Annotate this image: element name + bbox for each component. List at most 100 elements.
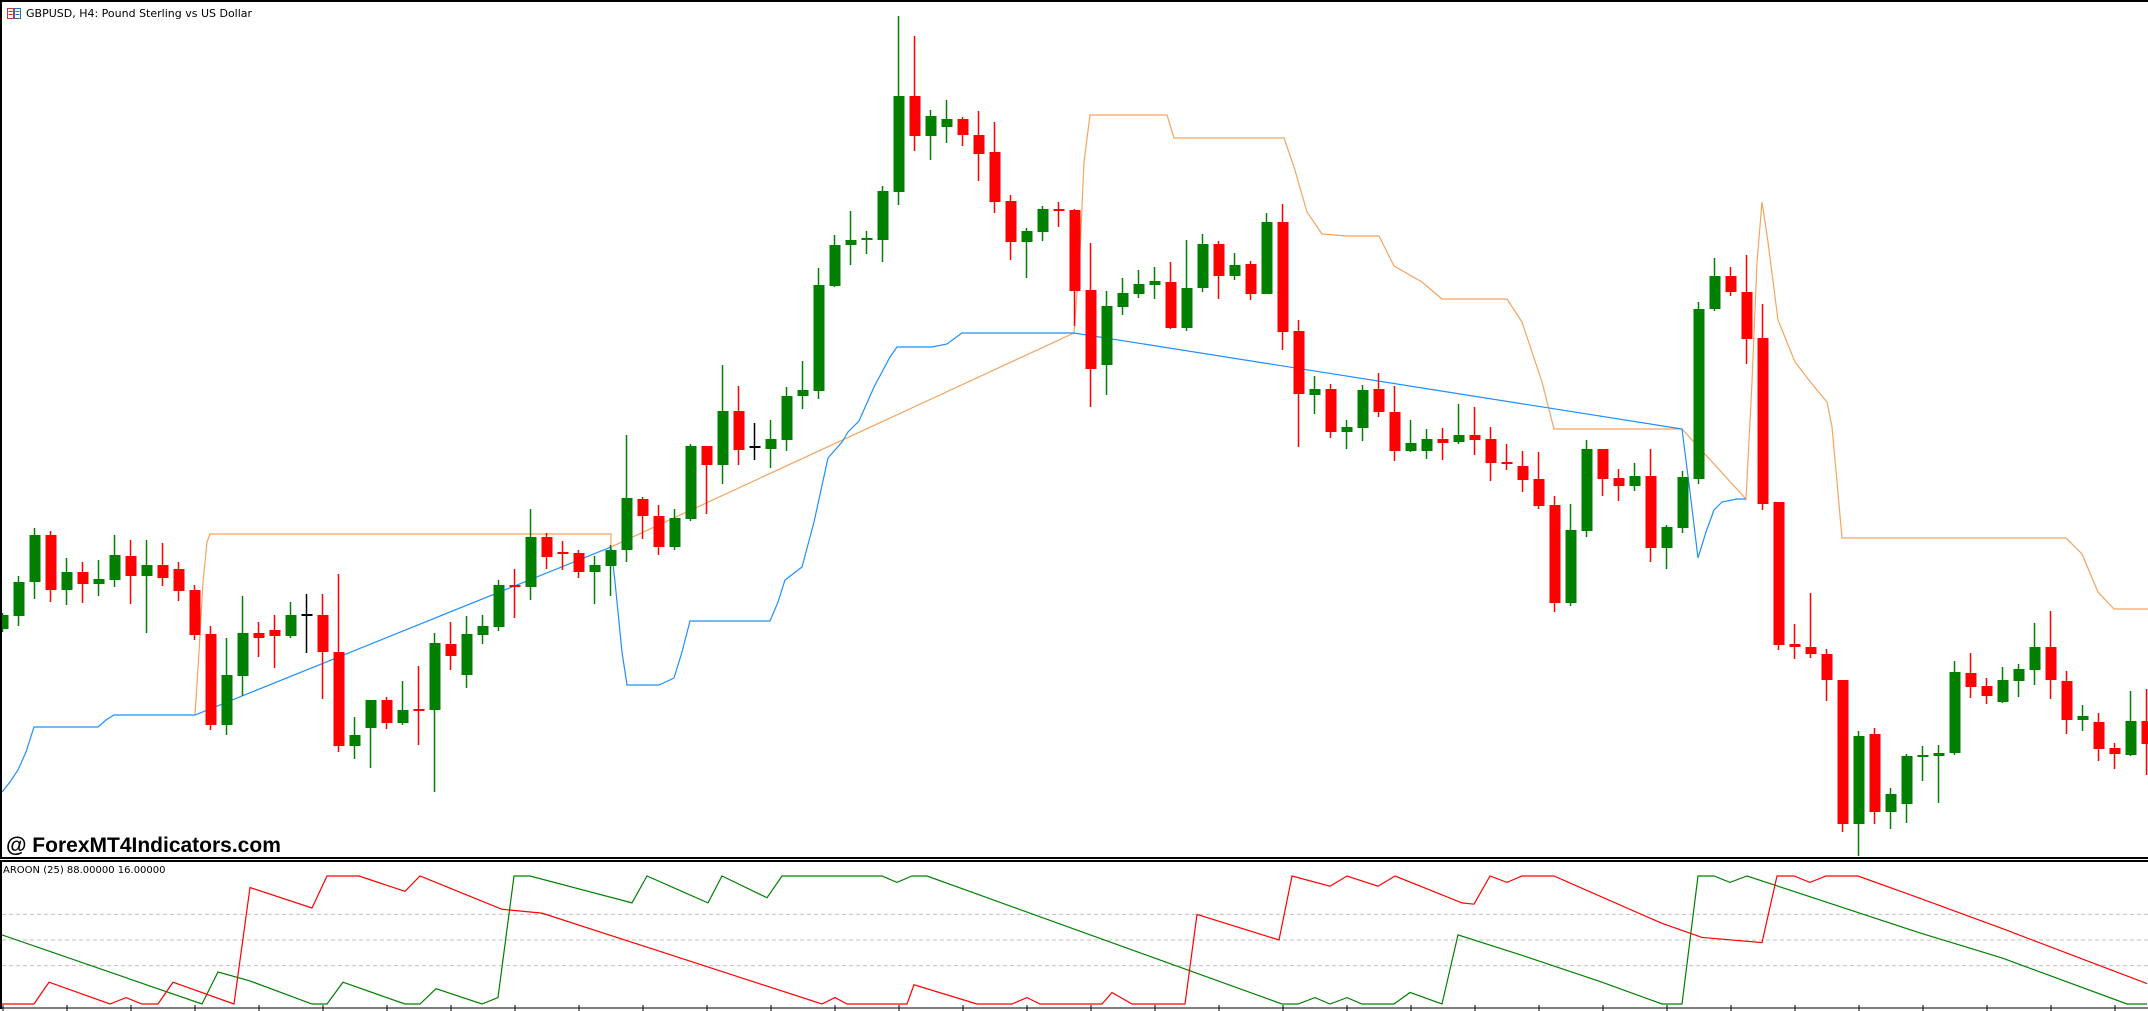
candle[interactable] — [1726, 267, 1737, 296]
candle[interactable] — [1454, 404, 1465, 444]
candle[interactable] — [1086, 243, 1097, 407]
candle[interactable] — [1646, 449, 1657, 562]
candle[interactable] — [1342, 420, 1353, 449]
candle[interactable] — [1422, 429, 1433, 459]
candle[interactable] — [1246, 261, 1257, 300]
candle[interactable] — [1486, 427, 1497, 481]
candle[interactable] — [222, 638, 233, 735]
candle[interactable] — [158, 543, 169, 586]
candle[interactable] — [1262, 213, 1273, 294]
candle[interactable] — [1310, 376, 1321, 414]
candle[interactable] — [1662, 525, 1673, 569]
candle[interactable] — [910, 36, 921, 151]
candle[interactable] — [1326, 384, 1337, 438]
candle[interactable] — [1102, 291, 1113, 395]
candle[interactable] — [878, 186, 889, 262]
candle[interactable] — [1278, 204, 1289, 350]
candle[interactable] — [1694, 302, 1705, 484]
candle[interactable] — [78, 562, 89, 603]
candle[interactable] — [238, 596, 249, 696]
candle[interactable] — [654, 505, 665, 555]
candle[interactable] — [1774, 502, 1785, 650]
candle[interactable] — [1182, 240, 1193, 331]
candle[interactable] — [1806, 593, 1817, 658]
candle[interactable] — [350, 717, 361, 759]
candle[interactable] — [2142, 689, 2148, 775]
candle[interactable] — [846, 211, 857, 265]
candle[interactable] — [862, 231, 873, 254]
candle[interactable] — [1374, 373, 1385, 417]
candle[interactable] — [46, 531, 57, 602]
candle[interactable] — [462, 616, 473, 688]
candle[interactable] — [478, 615, 489, 644]
candle[interactable] — [302, 594, 313, 653]
candle[interactable] — [1358, 385, 1369, 441]
aroon-indicator-pane[interactable] — [0, 860, 2148, 1009]
candle[interactable] — [574, 550, 585, 578]
candle[interactable] — [2126, 691, 2137, 756]
candle[interactable] — [190, 585, 201, 640]
candle[interactable] — [766, 420, 777, 468]
candle[interactable] — [2062, 671, 2073, 734]
candle[interactable] — [1070, 209, 1081, 326]
candle[interactable] — [1582, 440, 1593, 537]
candle[interactable] — [206, 626, 217, 730]
candle[interactable] — [2110, 743, 2121, 769]
candle[interactable] — [990, 122, 1001, 213]
candle[interactable] — [782, 387, 793, 451]
candle[interactable] — [1518, 451, 1529, 492]
candle[interactable] — [542, 533, 553, 569]
candle[interactable] — [30, 528, 41, 599]
candle[interactable] — [1822, 649, 1833, 701]
candle[interactable] — [1902, 754, 1913, 823]
price-chart-canvas[interactable] — [2, 2, 2148, 860]
candle[interactable] — [686, 444, 697, 521]
candle[interactable] — [446, 622, 457, 670]
candle[interactable] — [398, 681, 409, 725]
candle[interactable] — [1630, 463, 1641, 491]
candle[interactable] — [1438, 428, 1449, 460]
candle[interactable] — [1854, 731, 1865, 856]
aroon-indicator-canvas[interactable] — [2, 862, 2148, 1011]
candle[interactable] — [1118, 278, 1129, 315]
candle[interactable] — [1950, 661, 1961, 755]
candle[interactable] — [638, 497, 649, 539]
candle[interactable] — [318, 594, 329, 699]
candle[interactable] — [2, 613, 9, 632]
candle[interactable] — [1934, 745, 1945, 803]
candle[interactable] — [1470, 407, 1481, 455]
candle[interactable] — [926, 110, 937, 160]
candle[interactable] — [718, 365, 729, 484]
candle[interactable] — [1166, 262, 1177, 329]
candle[interactable] — [2046, 611, 2057, 699]
candle[interactable] — [1998, 667, 2009, 703]
candle[interactable] — [1870, 728, 1881, 824]
candle[interactable] — [94, 560, 105, 596]
candle[interactable] — [1534, 452, 1545, 509]
candle[interactable] — [366, 700, 377, 768]
candle[interactable] — [174, 562, 185, 601]
candle[interactable] — [1790, 624, 1801, 659]
candle[interactable] — [750, 423, 761, 460]
candle[interactable] — [414, 666, 425, 745]
candle[interactable] — [1406, 420, 1417, 452]
candle[interactable] — [1502, 444, 1513, 470]
candle[interactable] — [2014, 664, 2025, 697]
candle[interactable] — [606, 545, 617, 596]
candle[interactable] — [974, 111, 985, 181]
candle[interactable] — [1886, 788, 1897, 829]
candle[interactable] — [1758, 304, 1769, 510]
pane-separator[interactable] — [0, 857, 2148, 859]
candle[interactable] — [526, 509, 537, 600]
candle[interactable] — [942, 100, 953, 143]
candle[interactable] — [1742, 255, 1753, 364]
candle[interactable] — [14, 576, 25, 626]
candle[interactable] — [1566, 504, 1577, 606]
candle[interactable] — [2094, 713, 2105, 761]
candle[interactable] — [1614, 469, 1625, 501]
candle[interactable] — [1150, 267, 1161, 299]
candle[interactable] — [1598, 449, 1609, 496]
candle[interactable] — [1214, 241, 1225, 299]
candle[interactable] — [1022, 228, 1033, 278]
candle[interactable] — [126, 540, 137, 604]
